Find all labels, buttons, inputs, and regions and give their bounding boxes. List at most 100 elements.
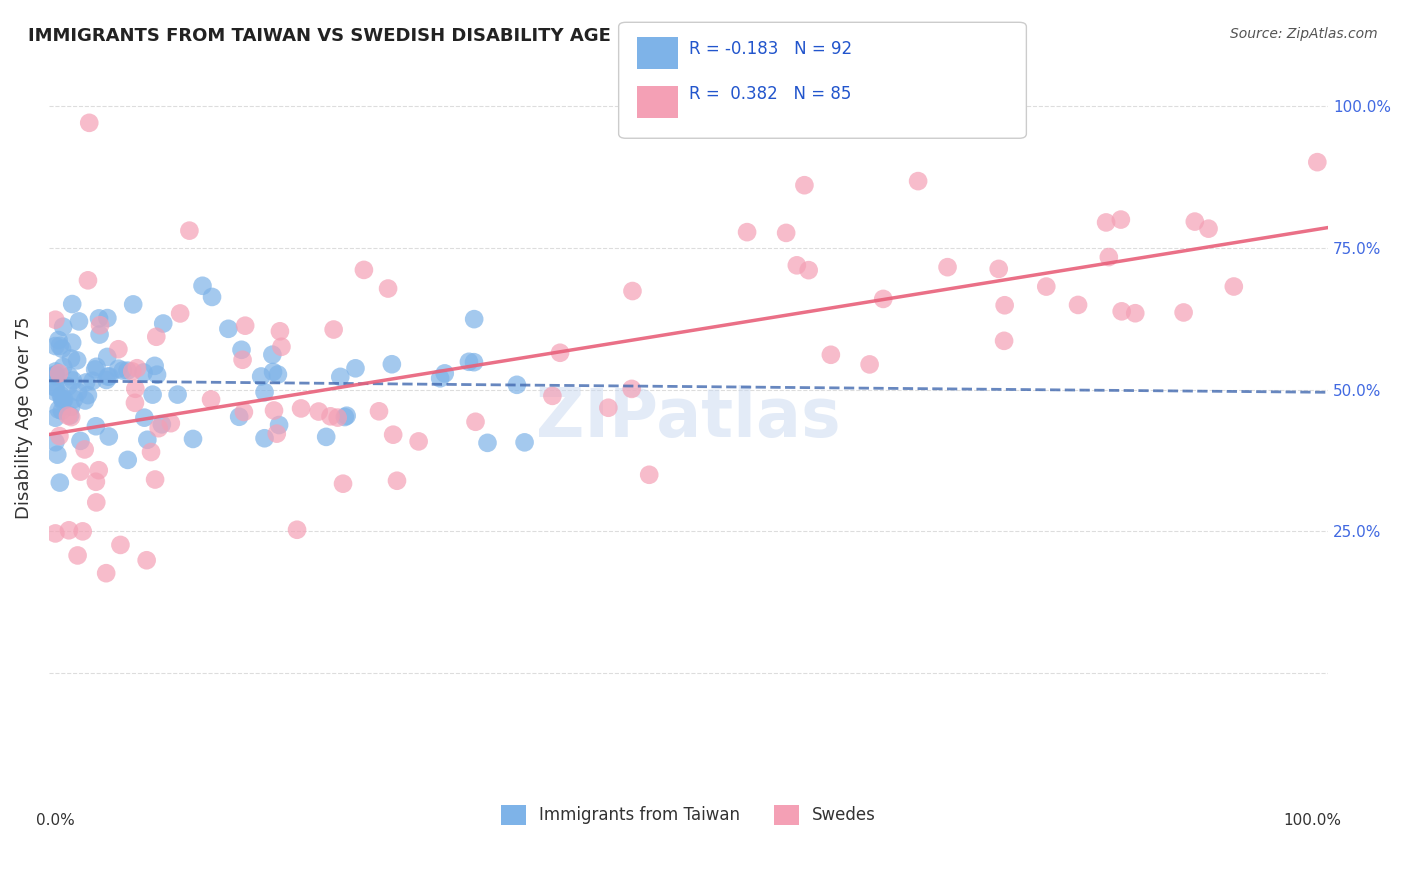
Immigrants from Taiwan [52, 394, 75, 409]
Swedes [1306, 155, 1329, 169]
Swedes [936, 260, 959, 275]
Swedes [125, 361, 148, 376]
Immigrants from Taiwan [51, 392, 73, 406]
Immigrants from Taiwan [49, 388, 72, 402]
Swedes [232, 352, 254, 367]
Swedes [797, 263, 820, 277]
Swedes [110, 538, 132, 552]
Immigrants from Taiwan [250, 369, 273, 384]
Immigrants from Taiwan [513, 435, 536, 450]
Swedes [353, 263, 375, 277]
Immigrants from Taiwan [231, 343, 253, 357]
Swedes [232, 405, 254, 419]
Text: 100.0%: 100.0% [1282, 813, 1341, 828]
Immigrants from Taiwan [44, 384, 66, 399]
Swedes [872, 292, 894, 306]
Immigrants from Taiwan [463, 312, 485, 326]
Immigrants from Taiwan [60, 400, 83, 414]
Immigrants from Taiwan [228, 409, 250, 424]
Swedes [1098, 250, 1121, 264]
Immigrants from Taiwan [87, 311, 110, 326]
Immigrants from Taiwan [67, 314, 90, 328]
Swedes [48, 367, 70, 381]
Swedes [145, 330, 167, 344]
Swedes [620, 382, 643, 396]
Swedes [89, 318, 111, 333]
Swedes [44, 526, 66, 541]
Immigrants from Taiwan [98, 369, 121, 384]
Swedes [148, 421, 170, 435]
Immigrants from Taiwan [44, 368, 66, 382]
Swedes [84, 475, 107, 489]
Immigrants from Taiwan [52, 319, 75, 334]
Immigrants from Taiwan [463, 355, 485, 369]
Swedes [332, 476, 354, 491]
Swedes [322, 322, 344, 336]
Swedes [58, 524, 80, 538]
Immigrants from Taiwan [59, 351, 82, 366]
Text: ZIPatlas: ZIPatlas [536, 384, 841, 450]
Swedes [1109, 212, 1132, 227]
Swedes [124, 396, 146, 410]
Immigrants from Taiwan [477, 435, 499, 450]
Swedes [993, 334, 1015, 348]
Immigrants from Taiwan [60, 297, 83, 311]
Immigrants from Taiwan [333, 410, 356, 425]
Immigrants from Taiwan [111, 363, 134, 377]
Text: R =  0.382   N = 85: R = 0.382 N = 85 [689, 85, 851, 103]
Immigrants from Taiwan [63, 392, 86, 406]
Immigrants from Taiwan [49, 339, 72, 353]
Swedes [143, 473, 166, 487]
Immigrants from Taiwan [44, 368, 66, 382]
Immigrants from Taiwan [97, 369, 120, 384]
Immigrants from Taiwan [44, 381, 66, 395]
Immigrants from Taiwan [329, 369, 352, 384]
Immigrants from Taiwan [152, 317, 174, 331]
Swedes [169, 306, 191, 320]
Immigrants from Taiwan [77, 388, 100, 402]
Immigrants from Taiwan [429, 371, 451, 385]
Immigrants from Taiwan [146, 368, 169, 382]
Swedes [263, 403, 285, 417]
Immigrants from Taiwan [97, 429, 120, 443]
Swedes [638, 467, 661, 482]
Immigrants from Taiwan [82, 374, 104, 388]
Immigrants from Taiwan [117, 363, 139, 377]
Immigrants from Taiwan [96, 373, 118, 387]
Swedes [269, 324, 291, 338]
Swedes [96, 566, 118, 581]
Immigrants from Taiwan [52, 359, 75, 374]
Immigrants from Taiwan [96, 311, 118, 326]
Swedes [541, 389, 564, 403]
Immigrants from Taiwan [56, 379, 79, 393]
Text: IMMIGRANTS FROM TAIWAN VS SWEDISH DISABILITY AGE OVER 75 CORRELATION CHART: IMMIGRANTS FROM TAIWAN VS SWEDISH DISABI… [28, 27, 925, 45]
Immigrants from Taiwan [217, 322, 239, 336]
Immigrants from Taiwan [44, 369, 66, 384]
Immigrants from Taiwan [86, 359, 108, 374]
Immigrants from Taiwan [59, 409, 82, 423]
Immigrants from Taiwan [253, 431, 276, 445]
Swedes [107, 343, 129, 357]
Swedes [121, 364, 143, 378]
Immigrants from Taiwan [44, 339, 66, 353]
Immigrants from Taiwan [262, 365, 284, 379]
Immigrants from Taiwan [84, 419, 107, 434]
Swedes [994, 298, 1017, 312]
Immigrants from Taiwan [75, 376, 97, 390]
Text: R = -0.183   N = 92: R = -0.183 N = 92 [689, 40, 852, 58]
Swedes [124, 382, 146, 396]
Immigrants from Taiwan [267, 368, 290, 382]
Immigrants from Taiwan [150, 417, 173, 432]
Immigrants from Taiwan [433, 367, 456, 381]
Immigrants from Taiwan [269, 417, 291, 432]
Immigrants from Taiwan [143, 359, 166, 373]
Immigrants from Taiwan [69, 434, 91, 448]
Immigrants from Taiwan [46, 448, 69, 462]
Immigrants from Taiwan [44, 380, 66, 394]
Immigrants from Taiwan [132, 366, 155, 380]
Immigrants from Taiwan [458, 355, 481, 369]
Swedes [548, 345, 571, 359]
Swedes [1198, 221, 1220, 235]
Legend: Immigrants from Taiwan, Swedes: Immigrants from Taiwan, Swedes [495, 798, 883, 831]
Swedes [987, 261, 1010, 276]
